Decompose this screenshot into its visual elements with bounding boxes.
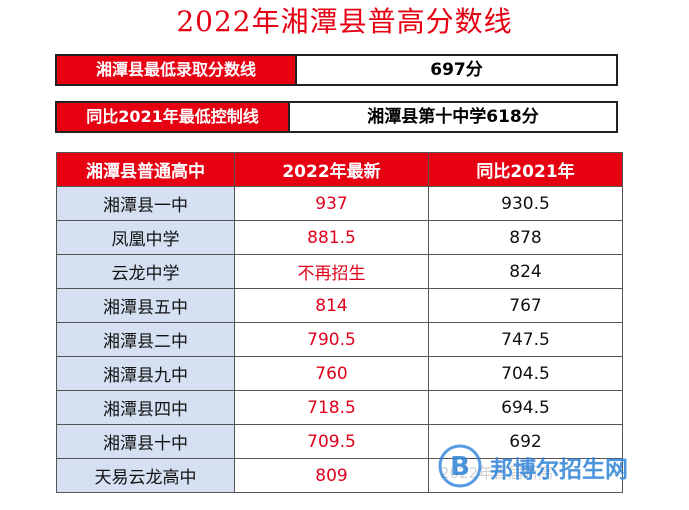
page-title: 2022年湘潭县普高分数线 <box>176 5 513 38</box>
table-row: 湘潭县十中 709.5 692 <box>56 424 623 459</box>
header-2022: 2022年最新 <box>234 152 429 187</box>
control-line-label: 同比2021年最低控制线 <box>57 103 290 131</box>
score-2021: 824 <box>428 254 623 289</box>
school-name: 湘潭县一中 <box>56 186 235 221</box>
header-2021: 同比2021年 <box>428 152 623 187</box>
score-2022: 760 <box>234 356 429 391</box>
score-2022: 709.5 <box>234 424 429 459</box>
score-2022: 881.5 <box>234 220 429 255</box>
score-2021: 930.5 <box>428 186 623 221</box>
score-2021: 747.5 <box>428 322 623 357</box>
min-score-value: 697分 <box>430 60 483 80</box>
school-name: 天易云龙高中 <box>56 458 235 493</box>
table-row: 天易云龙高中 809 <box>56 458 623 493</box>
table-row: 云龙中学 不再招生 824 <box>56 254 623 289</box>
score-2022: 718.5 <box>234 390 429 425</box>
control-line-value: 湘潭县第十中学618分 <box>367 107 539 127</box>
score-table: 湘潭县普通高中 2022年最新 同比2021年 湘潭县一中 937 930.5 … <box>56 152 623 493</box>
score-2021: 704.5 <box>428 356 623 391</box>
table-row: 湘潭县九中 760 704.5 <box>56 356 623 391</box>
score-2021: 878 <box>428 220 623 255</box>
school-name: 云龙中学 <box>56 254 235 289</box>
score-2021: 767 <box>428 288 623 323</box>
school-name: 湘潭县五中 <box>56 288 235 323</box>
min-score-row: 湘潭县最低录取分数线 697分 <box>55 54 618 86</box>
table-row: 凤凰中学 881.5 878 <box>56 220 623 255</box>
header-school: 湘潭县普通高中 <box>56 152 235 187</box>
table-row: 湘潭县五中 814 767 <box>56 288 623 323</box>
score-2021: 694.5 <box>428 390 623 425</box>
school-name: 凤凰中学 <box>56 220 235 255</box>
min-score-label: 湘潭县最低录取分数线 <box>57 56 297 84</box>
score-2022: 790.5 <box>234 322 429 357</box>
table-row: 湘潭县二中 790.5 747.5 <box>56 322 623 357</box>
score-2022: 809 <box>234 458 429 493</box>
table-header-row: 湘潭县普通高中 2022年最新 同比2021年 <box>56 152 623 187</box>
school-name: 湘潭县十中 <box>56 424 235 459</box>
score-2022: 不再招生 <box>234 254 429 289</box>
control-line-row: 同比2021年最低控制线 湘潭县第十中学618分 <box>55 101 618 133</box>
score-2022: 937 <box>234 186 429 221</box>
school-name: 湘潭县四中 <box>56 390 235 425</box>
school-name: 湘潭县二中 <box>56 322 235 357</box>
table-row: 湘潭县四中 718.5 694.5 <box>56 390 623 425</box>
score-2021: 692 <box>428 424 623 459</box>
table-row: 湘潭县一中 937 930.5 <box>56 186 623 221</box>
school-name: 湘潭县九中 <box>56 356 235 391</box>
score-2021 <box>428 458 623 493</box>
score-2022: 814 <box>234 288 429 323</box>
